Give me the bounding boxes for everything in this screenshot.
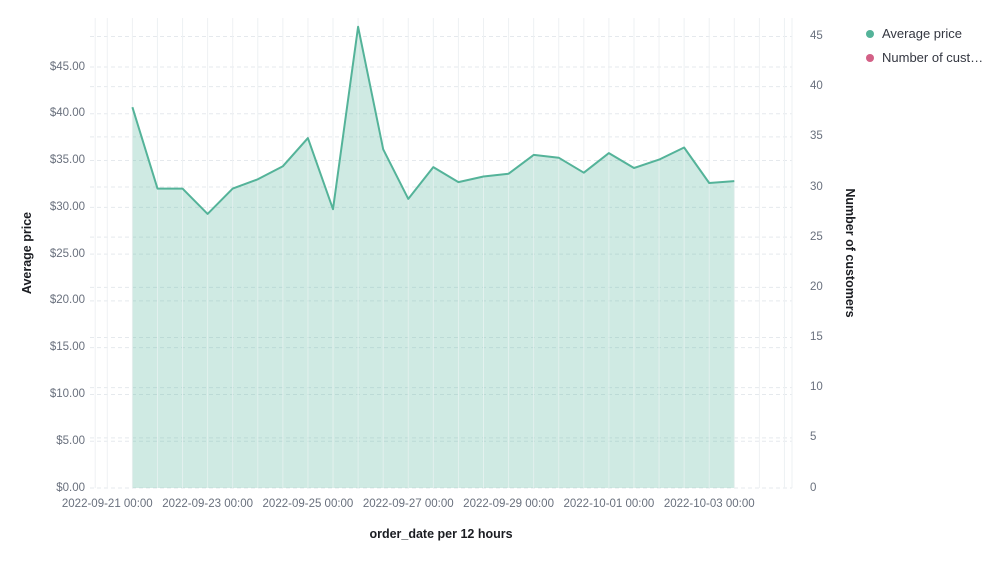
x-tick-label: 2022-09-27 00:00 (362, 498, 454, 510)
right-tick-label: 45 (810, 30, 823, 42)
left-tick-label: $45.00 (49, 60, 85, 73)
left-tick-label: $35.00 (49, 154, 85, 167)
right-axis-title: Number of customers (843, 188, 857, 318)
x-axis-title: order_date per 12 hours (369, 527, 513, 541)
price-line (131, 25, 735, 215)
legend-item-average-price[interactable]: Average price (866, 26, 1006, 41)
series-dot-icon (866, 29, 874, 38)
right-tick-label: 15 (810, 331, 823, 343)
x-tick-label: 2022-09-21 00:00 (61, 498, 153, 510)
x-tick-label: 2022-10-01 00:00 (563, 498, 655, 510)
left-tick-label: $5.00 (56, 434, 85, 447)
left-tick-label: $0.00 (56, 481, 85, 494)
left-tick-label: $40.00 (49, 107, 85, 120)
legend-label: Average price (882, 26, 962, 41)
legend-label: Number of cust… (882, 50, 984, 65)
right-tick-label: 20 (810, 280, 823, 293)
left-tick-label: $30.00 (49, 200, 85, 213)
right-tick-label: 30 (810, 180, 823, 193)
right-tick-label: 5 (810, 431, 817, 444)
left-tick-label: $20.00 (49, 294, 85, 307)
right-tick-label: 25 (810, 230, 823, 243)
right-tick-label: 10 (810, 381, 823, 394)
legend-item-number-of-customers[interactable]: Number of cust… (866, 50, 1006, 65)
legend: Average price Number of cust… (866, 26, 1006, 74)
left-tick-label: $25.00 (49, 247, 85, 260)
x-tick-label: 2022-09-29 00:00 (463, 498, 554, 510)
left-tick-label: $10.00 (49, 387, 85, 400)
series-dot-icon (866, 53, 874, 62)
x-tick-label: 2022-10-03 00:00 (663, 498, 755, 510)
right-tick-label: 0 (810, 481, 817, 494)
right-tick-label: 35 (810, 130, 823, 143)
x-tick-label: 2022-09-23 00:00 (162, 498, 254, 510)
left-tick-label: $15.00 (49, 341, 85, 354)
left-axis-title: Average price (20, 211, 34, 295)
x-tick-label: 2022-09-25 00:00 (262, 498, 354, 510)
right-tick-label: 40 (810, 80, 823, 93)
